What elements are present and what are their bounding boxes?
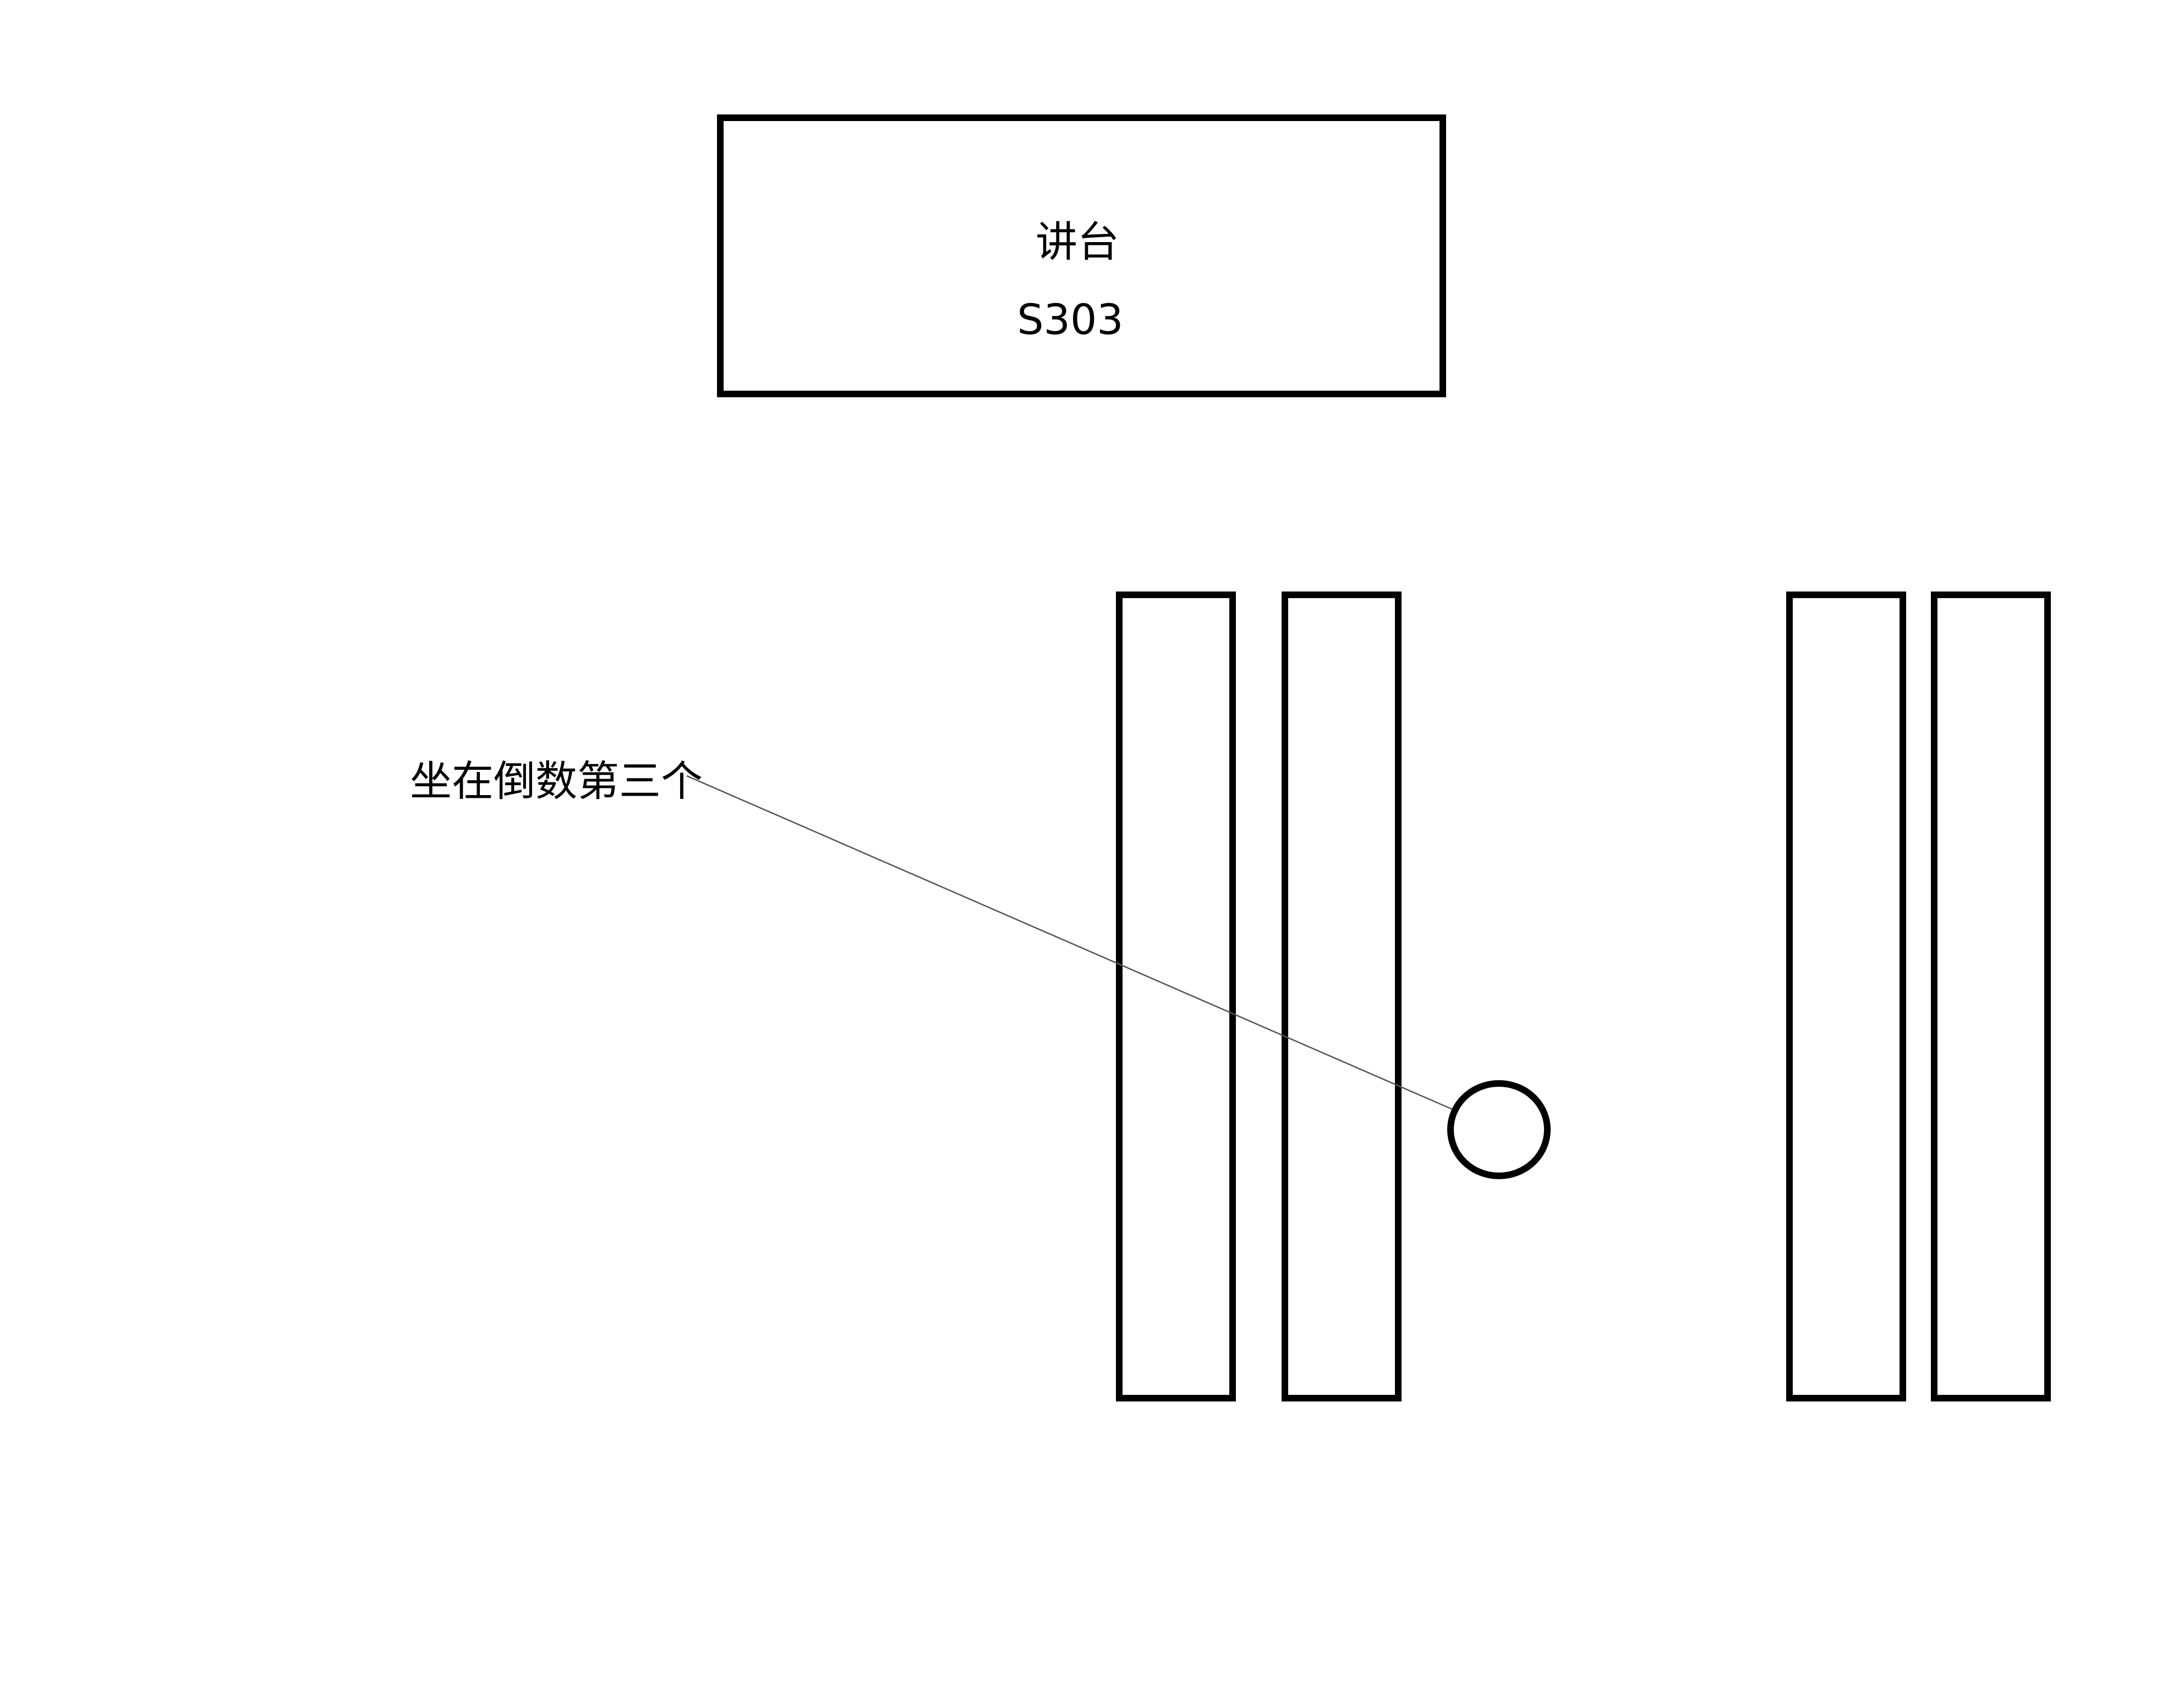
podium-box [717,114,1446,397]
desk-row-1 [1116,592,1236,1401]
desk-row-3 [1786,592,1906,1401]
seat-marker-circle [1447,1080,1551,1179]
room-number: S303 [1017,295,1123,344]
desk-row-4 [1931,592,2051,1401]
podium: 讲台 S303 [717,114,1446,397]
podium-label: 讲台 [1036,217,1119,266]
desk-rows [1116,592,2051,1401]
seat-annotation: 坐在倒数第三个 [410,757,1551,1179]
seat-annotation-label: 坐在倒数第三个 [410,757,703,806]
desk-row-2 [1282,592,1402,1401]
leader-line [686,775,1455,1111]
